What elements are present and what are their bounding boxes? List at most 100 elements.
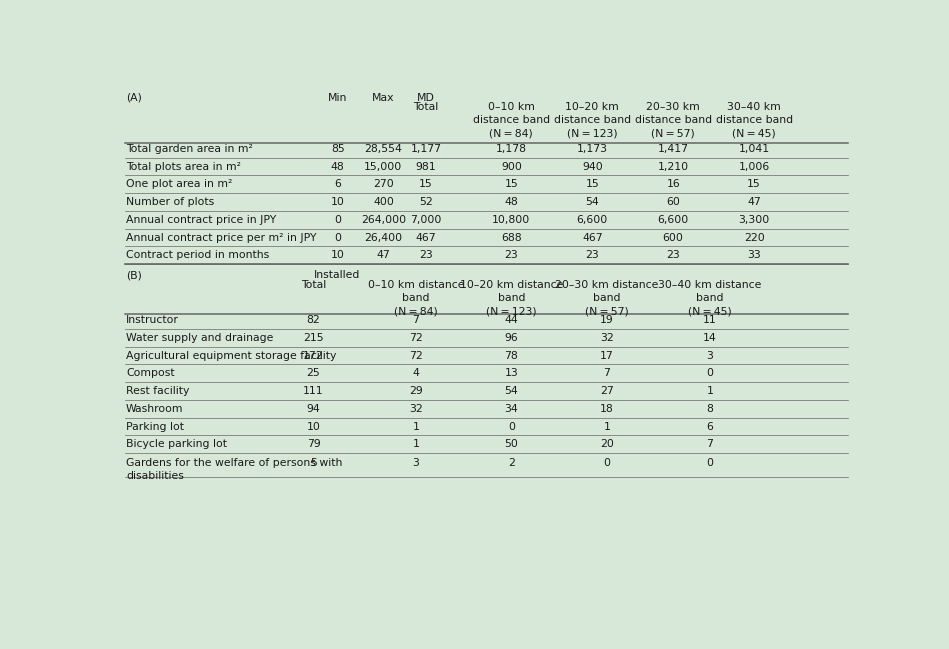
Text: 0–10 km
distance band
(N = 84): 0–10 km distance band (N = 84) <box>473 102 549 138</box>
Text: Total: Total <box>414 102 438 112</box>
Text: 1,006: 1,006 <box>738 162 770 171</box>
Text: 600: 600 <box>662 232 683 243</box>
Text: 23: 23 <box>666 251 680 260</box>
Text: 0: 0 <box>706 458 714 468</box>
Text: 1,210: 1,210 <box>658 162 689 171</box>
Text: 270: 270 <box>373 179 394 190</box>
Text: One plot area in m²: One plot area in m² <box>126 179 233 190</box>
Text: 10,800: 10,800 <box>493 215 530 225</box>
Text: 264,000: 264,000 <box>361 215 406 225</box>
Text: 72: 72 <box>409 333 422 343</box>
Text: 27: 27 <box>600 386 614 396</box>
Text: 111: 111 <box>304 386 324 396</box>
Text: Total plots area in m²: Total plots area in m² <box>126 162 241 171</box>
Text: 10: 10 <box>331 251 344 260</box>
Text: Instructor: Instructor <box>126 315 178 325</box>
Text: 7: 7 <box>604 369 610 378</box>
Text: 54: 54 <box>505 386 518 396</box>
Text: 10: 10 <box>331 197 344 207</box>
Text: 1,041: 1,041 <box>738 144 770 154</box>
Text: 900: 900 <box>501 162 522 171</box>
Text: 0–10 km distance
band
(N = 84): 0–10 km distance band (N = 84) <box>367 280 464 317</box>
Text: 467: 467 <box>416 232 437 243</box>
Text: Annual contract price in JPY: Annual contract price in JPY <box>126 215 276 225</box>
Text: 15: 15 <box>586 179 599 190</box>
Text: 13: 13 <box>505 369 518 378</box>
Text: 400: 400 <box>373 197 394 207</box>
Text: 33: 33 <box>747 251 761 260</box>
Text: 1,177: 1,177 <box>411 144 441 154</box>
Text: Max: Max <box>372 93 395 103</box>
Text: 2: 2 <box>508 458 514 468</box>
Text: 28,554: 28,554 <box>364 144 402 154</box>
Text: 1,417: 1,417 <box>658 144 689 154</box>
Text: (A): (A) <box>126 93 141 103</box>
Text: 11: 11 <box>703 315 716 325</box>
Text: 10: 10 <box>307 422 321 432</box>
Text: 30–40 km
distance band
(N = 45): 30–40 km distance band (N = 45) <box>716 102 792 138</box>
Text: 1: 1 <box>706 386 714 396</box>
Text: 32: 32 <box>600 333 614 343</box>
Text: 10–20 km distance
band
(N = 123): 10–20 km distance band (N = 123) <box>459 280 563 317</box>
Text: 6,600: 6,600 <box>577 215 608 225</box>
Text: 19: 19 <box>600 315 614 325</box>
Text: 981: 981 <box>416 162 437 171</box>
Text: 10–20 km
distance band
(N = 123): 10–20 km distance band (N = 123) <box>553 102 631 138</box>
Text: 16: 16 <box>666 179 680 190</box>
Text: 82: 82 <box>307 315 321 325</box>
Text: 3,300: 3,300 <box>738 215 770 225</box>
Text: 7: 7 <box>412 315 419 325</box>
Text: 20: 20 <box>600 439 614 449</box>
Text: 0: 0 <box>706 369 714 378</box>
Text: 3: 3 <box>412 458 419 468</box>
Text: 54: 54 <box>586 197 599 207</box>
Text: MD: MD <box>418 93 435 103</box>
Text: 30–40 km distance
band
(N = 45): 30–40 km distance band (N = 45) <box>659 280 762 317</box>
Text: 688: 688 <box>501 232 522 243</box>
Text: 72: 72 <box>409 350 422 361</box>
Text: Gardens for the welfare of persons with
disabilities: Gardens for the welfare of persons with … <box>126 458 343 481</box>
Text: Washroom: Washroom <box>126 404 183 414</box>
Text: 47: 47 <box>747 197 761 207</box>
Text: Annual contract price per m² in JPY: Annual contract price per m² in JPY <box>126 232 316 243</box>
Text: 34: 34 <box>505 404 518 414</box>
Text: 20–30 km
distance band
(N = 57): 20–30 km distance band (N = 57) <box>635 102 712 138</box>
Text: 52: 52 <box>419 197 433 207</box>
Text: Installed: Installed <box>313 270 360 280</box>
Text: 23: 23 <box>586 251 599 260</box>
Text: 7,000: 7,000 <box>410 215 441 225</box>
Text: 0: 0 <box>334 232 342 243</box>
Text: 8: 8 <box>706 404 714 414</box>
Text: 15: 15 <box>419 179 433 190</box>
Text: 25: 25 <box>307 369 321 378</box>
Text: 50: 50 <box>505 439 518 449</box>
Text: 5: 5 <box>310 458 317 468</box>
Text: 17: 17 <box>600 350 614 361</box>
Text: 1,178: 1,178 <box>496 144 527 154</box>
Text: 23: 23 <box>419 251 433 260</box>
Text: 215: 215 <box>304 333 324 343</box>
Text: 94: 94 <box>307 404 321 414</box>
Text: Parking lot: Parking lot <box>126 422 184 432</box>
Text: 32: 32 <box>409 404 422 414</box>
Text: 78: 78 <box>505 350 518 361</box>
Text: 15: 15 <box>747 179 761 190</box>
Text: Min: Min <box>328 93 347 103</box>
Text: 6,600: 6,600 <box>658 215 689 225</box>
Text: Agricultural equipment storage facility: Agricultural equipment storage facility <box>126 350 336 361</box>
Text: 467: 467 <box>582 232 603 243</box>
Text: 26,400: 26,400 <box>364 232 402 243</box>
Text: 6: 6 <box>334 179 342 190</box>
Text: 96: 96 <box>505 333 518 343</box>
Text: 15,000: 15,000 <box>364 162 402 171</box>
Text: 172: 172 <box>304 350 324 361</box>
Text: 47: 47 <box>377 251 390 260</box>
Text: 18: 18 <box>600 404 614 414</box>
Text: Rest facility: Rest facility <box>126 386 190 396</box>
Text: 6: 6 <box>706 422 714 432</box>
Text: 44: 44 <box>505 315 518 325</box>
Text: Bicycle parking lot: Bicycle parking lot <box>126 439 227 449</box>
Text: Contract period in months: Contract period in months <box>126 251 270 260</box>
Text: 23: 23 <box>505 251 518 260</box>
Text: 14: 14 <box>703 333 716 343</box>
